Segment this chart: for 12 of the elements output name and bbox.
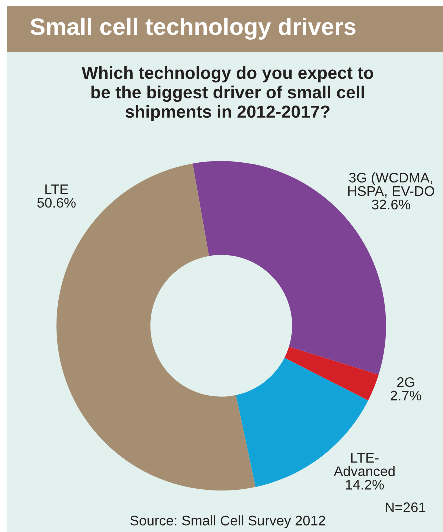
source-note: Source: Small Cell Survey 2012 (130, 516, 326, 528)
data-label: 2.7% (390, 390, 422, 401)
slice-label: 2G (398, 377, 414, 388)
chart-title: Small cell technology drivers (30, 18, 356, 40)
data-label: 32.6% (372, 200, 410, 210)
text: N=261 (386, 502, 426, 513)
chart-subtitle: Which technology do you expect to be the biggest driver of small cell shipments in 2012-2017? (82, 66, 374, 122)
slice-label: LTE- Advanced (334, 453, 395, 476)
slice-label: 3G (WCDMA, HSPA, EV-DO (348, 172, 434, 198)
data-label: 14.2% (346, 480, 384, 490)
data-label: 50.6% (38, 198, 76, 208)
slice-label: LTE (46, 184, 68, 194)
